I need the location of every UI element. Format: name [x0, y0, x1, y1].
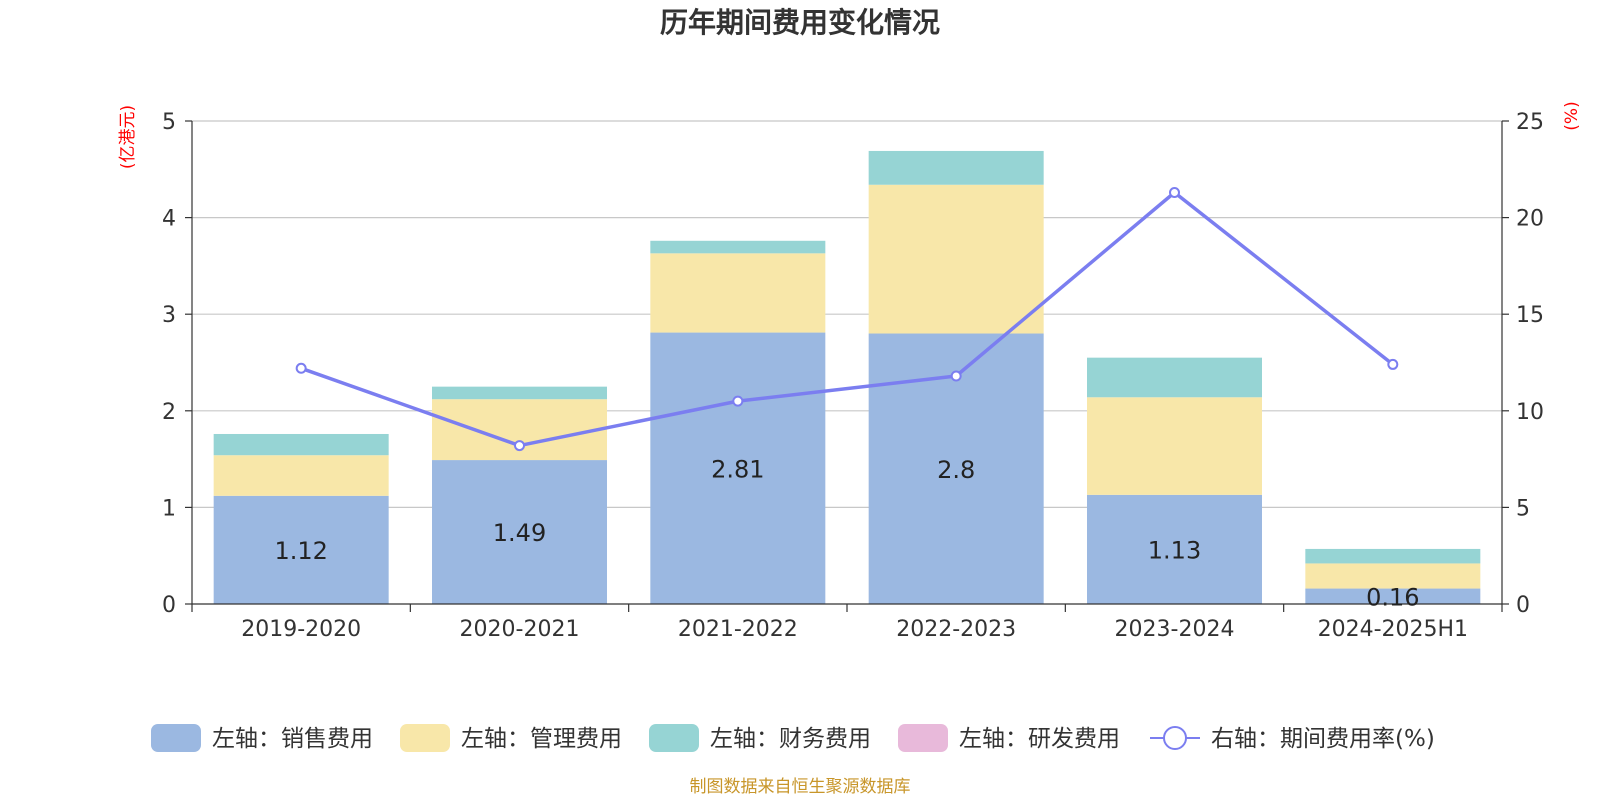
right-axis-unit: (%) [1562, 101, 1582, 130]
bar-segment-2 [650, 253, 826, 333]
chart-title: 历年期间费用变化情况 [660, 6, 940, 39]
legend-label: 左轴：研发费用 [959, 726, 1120, 752]
legend-item: 左轴：研发费用 [898, 724, 1120, 752]
x-axis-tick-label: 2020-2021 [460, 617, 580, 642]
bar-segment-3 [650, 240, 826, 254]
bar-segment-1 [650, 332, 826, 604]
bar-segment-2 [1305, 563, 1481, 589]
legend-label: 右轴：期间费用率(%) [1211, 726, 1435, 752]
bar-data-label: 1.13 [1148, 536, 1201, 564]
data-labels: 1.12 1.49 2.81 2.8 1.13 0.16 [274, 455, 1419, 611]
legend-item: 左轴：管理费用 [400, 724, 622, 752]
legend-swatch [898, 724, 948, 752]
legend-item: 左轴：销售费用 [151, 724, 373, 752]
rate-line-point [1169, 186, 1180, 198]
rate-line-point [1387, 358, 1399, 370]
bar-segment-3 [868, 150, 1044, 185]
bar-segment-3 [1087, 357, 1262, 398]
rate-line-point [295, 362, 307, 374]
right-axis-tick-label: 0 [1516, 593, 1530, 618]
source-note: 制图数据来自恒生聚源数据库 [690, 777, 911, 797]
bar-data-label: 2.81 [711, 455, 764, 483]
right-axis-tick-label: 25 [1516, 110, 1544, 135]
x-axis-tick-label: 2022-2023 [896, 617, 1016, 642]
legend-label: 左轴：管理费用 [461, 726, 622, 752]
left-axis-tick-label: 0 [162, 593, 176, 618]
gridlines [192, 120, 1502, 508]
legend: 左轴：销售费用 左轴：管理费用 左轴：财务费用 左轴：研发费用 右轴：期间费用率(%) [151, 724, 1435, 752]
left-axis-tick-label: 4 [162, 207, 176, 232]
bar-segment-2 [868, 184, 1044, 334]
left-axis-tick-label: 1 [162, 496, 176, 521]
legend-marker [1163, 726, 1187, 750]
left-axis-tick-label: 2 [162, 400, 176, 425]
left-axis-tick-label: 3 [162, 303, 176, 328]
right-axis-tick-label: 10 [1516, 400, 1544, 425]
x-axis-tick-label: 2023-2024 [1115, 617, 1235, 642]
bar-segment-1 [1087, 494, 1262, 604]
rate-line-path [300, 190, 1394, 448]
bar-segment-3 [432, 386, 607, 400]
bar-segment-3 [213, 433, 389, 456]
bar-segment-1 [1305, 588, 1481, 604]
legend-item: 左轴：财务费用 [649, 724, 871, 752]
rate-line [295, 186, 1399, 452]
left-axis-tick-label: 5 [162, 110, 176, 135]
bar-data-label: 2.8 [937, 456, 975, 484]
legend-item: 右轴：期间费用率(%) [1150, 726, 1435, 752]
bar-data-label: 1.49 [493, 519, 546, 547]
axes: 0 1 2 3 4 5 0 5 10 15 20 25 2019-2020 2020-2021 2021-2… [162, 110, 1544, 642]
rate-line-point [950, 370, 962, 382]
bar-segment-2 [213, 455, 389, 496]
x-axis-tick-label: 2021-2022 [678, 617, 798, 642]
bar-data-label: 0.16 [1366, 583, 1419, 611]
legend-label: 左轴：销售费用 [212, 726, 373, 752]
right-axis-tick-label: 5 [1516, 496, 1530, 521]
legend-swatch [151, 724, 201, 752]
bar-segment-1 [432, 460, 607, 604]
x-axis-tick-label: 2019-2020 [241, 617, 361, 642]
bar-segment-2 [1087, 397, 1262, 495]
bar-data-label: 1.12 [274, 537, 327, 565]
right-axis-tick-label: 20 [1516, 207, 1544, 232]
bars [213, 150, 1481, 604]
legend-label: 左轴：财务费用 [710, 726, 871, 752]
rate-line-point [514, 440, 525, 452]
x-axis-tick-label: 2024-2025H1 [1318, 617, 1468, 642]
legend-swatch [649, 724, 699, 752]
legend-swatch [400, 724, 450, 752]
left-axis-unit: (亿港元) [118, 105, 138, 169]
right-axis-tick-label: 15 [1516, 303, 1544, 328]
bar-segment-3 [1305, 548, 1481, 564]
bar-segment-1 [213, 495, 389, 604]
rate-line-point [732, 395, 744, 407]
